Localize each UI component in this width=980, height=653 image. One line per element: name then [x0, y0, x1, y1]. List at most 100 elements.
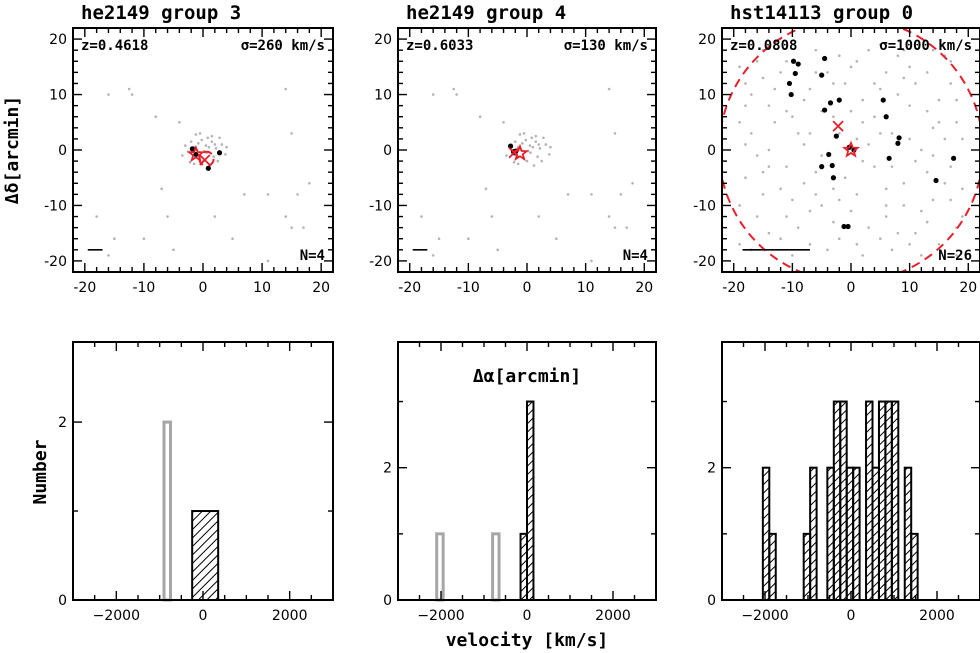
member-galaxy-point: [216, 150, 223, 156]
field-galaxy-point: [814, 193, 818, 196]
bottom-y-axis-label: Number: [30, 439, 51, 504]
x-tick-label: −2000: [93, 608, 140, 624]
x-tick-label: -20: [722, 280, 745, 296]
field-galaxy-point: [243, 193, 246, 196]
member-histogram-bar: [890, 400, 900, 601]
histogram-panel: −2000 0 2000 0 2: [58, 341, 334, 624]
member-galaxy-point: [836, 97, 842, 103]
field-galaxy-point: [937, 98, 941, 102]
member-galaxy-point: [896, 135, 902, 141]
field-galaxy-point: [290, 132, 293, 135]
y-tick-label: 0: [707, 593, 716, 609]
field-galaxy-point: [920, 209, 923, 213]
panel-title: hst14113 group 0: [730, 2, 913, 24]
member-galaxy-point: [786, 80, 793, 87]
y-tick-label: 10: [49, 88, 67, 104]
field-galaxy-point: [791, 198, 794, 202]
field-galaxy-point: [808, 87, 812, 91]
field-galaxy-point: [431, 93, 435, 96]
field-galaxy-point: [767, 165, 771, 168]
field-galaxy-point: [513, 140, 517, 143]
redshift-label: z=0.6033: [406, 38, 473, 54]
field-galaxy-point: [542, 136, 545, 140]
field-galaxy-point: [849, 109, 853, 113]
field-galaxy-point: [198, 132, 202, 135]
member-histogram-bar: [526, 400, 535, 601]
field-galaxy-point: [744, 82, 747, 85]
field-galaxy-point: [738, 120, 741, 124]
member-histogram-bar: [910, 532, 919, 601]
field-galaxy-point: [213, 215, 217, 218]
x-tick-label: 2000: [595, 608, 631, 624]
x-tick-label: 10: [253, 280, 271, 296]
centroid-x-marker: [199, 154, 211, 166]
x-tick-label: -20: [398, 280, 421, 296]
field-galaxy-point: [516, 162, 520, 166]
field-galaxy-point: [590, 259, 593, 263]
member-galaxy-point: [827, 100, 834, 106]
field-galaxy-point: [908, 104, 911, 107]
panel-title: he2149 group 4: [406, 2, 566, 24]
field-galaxy-point: [837, 198, 841, 202]
field-histogram-bar: [435, 532, 445, 602]
field-galaxy-point: [802, 143, 806, 146]
field-galaxy-point: [879, 237, 882, 241]
field-galaxy-point: [949, 59, 952, 63]
field-galaxy-point: [779, 237, 782, 241]
field-galaxy-point: [214, 147, 218, 150]
y-tick-label: 2: [58, 415, 67, 431]
y-tick-label: 0: [58, 143, 67, 159]
field-galaxy-point: [896, 54, 900, 58]
field-galaxy-point: [867, 226, 870, 229]
field-galaxy-point: [296, 193, 299, 196]
field-galaxy-point: [814, 71, 818, 74]
field-galaxy-point: [802, 98, 806, 102]
member-galaxy-point: [833, 133, 839, 139]
field-galaxy-point: [744, 104, 747, 107]
field-galaxy-point: [773, 120, 777, 124]
field-galaxy-point: [207, 145, 211, 149]
field-galaxy-point: [785, 59, 788, 63]
field-galaxy-point: [837, 237, 841, 241]
field-galaxy-point: [528, 144, 532, 147]
field-galaxy-point: [879, 132, 882, 135]
field-galaxy-point: [524, 138, 528, 142]
plot-area: [95, 87, 311, 263]
field-galaxy-point: [837, 54, 841, 58]
y-tick-label: 0: [383, 143, 392, 159]
field-galaxy-point: [785, 215, 788, 218]
panel-frame: [397, 27, 657, 273]
field-galaxy-point: [761, 170, 765, 174]
member-galaxy-point: [895, 140, 901, 146]
member-galaxy-point: [826, 151, 832, 158]
field-galaxy-point: [512, 160, 516, 164]
field-galaxy-point: [505, 154, 508, 157]
x-tick-label: 2000: [919, 608, 955, 624]
field-galaxy-point: [625, 226, 628, 229]
member-galaxy-point: [189, 146, 195, 152]
field-galaxy-point: [937, 242, 941, 246]
member-galaxy-point: [822, 55, 828, 62]
field-galaxy-point: [755, 215, 759, 218]
field-galaxy-point: [861, 98, 865, 102]
field-galaxy-point: [455, 93, 458, 96]
field-histogram-bar: [491, 532, 501, 602]
panel-frame: [721, 27, 980, 273]
field-galaxy-point: [231, 237, 234, 241]
member-galaxy-point: [193, 151, 199, 158]
field-galaxy-point: [755, 59, 759, 63]
x-tick-label: 20: [959, 280, 977, 296]
field-galaxy-point: [914, 82, 917, 85]
y-tick-label: -10: [693, 198, 716, 214]
member-histogram-bar: [768, 532, 777, 601]
field-galaxy-point: [832, 187, 835, 191]
x-tick-label: -10: [781, 280, 804, 296]
member-galaxy-point: [819, 72, 825, 78]
y-tick-label: 20: [49, 32, 67, 48]
field-galaxy-point: [908, 242, 911, 246]
field-galaxy-point: [791, 254, 794, 257]
field-galaxy-point: [127, 87, 131, 91]
sky-panel: -20 -20 -10 -10 0 0 10 10 20 20 he2149 group 4 z=0.…: [369, 2, 657, 296]
field-galaxy-point: [867, 48, 870, 52]
field-galaxy-point: [961, 215, 964, 218]
